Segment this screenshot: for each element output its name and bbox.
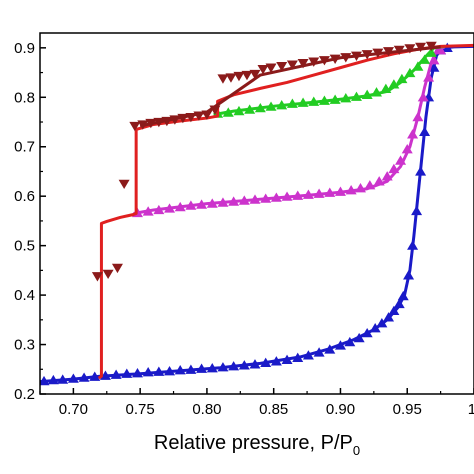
series-2-line: [213, 44, 445, 117]
x-axis-ticks: 0.70 0.75 0.80 0.85 0.90 0.95 1.: [39, 388, 474, 418]
y-tick-label: 0.6: [14, 188, 35, 205]
series-1: [131, 45, 447, 218]
x-tick-label: 0.90: [326, 401, 355, 418]
plot-frame: [39, 32, 474, 395]
data-point: [415, 42, 427, 53]
data-point: [233, 71, 245, 82]
data-point: [257, 64, 269, 75]
series-4-markers: [91, 41, 437, 282]
x-tick-label: 0.70: [59, 401, 88, 418]
data-point: [118, 179, 130, 190]
x-tick-label: 0.95: [393, 401, 422, 418]
data-point: [129, 121, 141, 132]
y-tick-label: 0.8: [14, 89, 35, 106]
series-4-line: [139, 45, 441, 128]
series-4: [91, 41, 441, 282]
x-axis-title-subscript: 0: [353, 443, 360, 458]
y-tick-label: 0.9: [14, 40, 35, 57]
y-tick-label: 0.2: [14, 386, 35, 403]
axes: [39, 32, 474, 395]
data-point: [225, 73, 237, 83]
series-1-line: [133, 45, 446, 215]
data-point: [286, 60, 298, 70]
x-axis-title: Relative pressure, P/P0: [154, 432, 360, 458]
x-axis-title-main: Relative pressure, P/P: [154, 432, 353, 454]
series-0-line: [40, 44, 474, 384]
series-2: [212, 44, 445, 118]
data-point: [276, 62, 288, 72]
data-point: [91, 272, 103, 282]
x-tick-label: 1.: [468, 401, 474, 418]
x-tick-label: 0.85: [259, 401, 288, 418]
data-point: [217, 74, 229, 84]
series-3: [97, 43, 474, 380]
y-axis-ticks: 0.2 0.3 0.4 0.5 0.6 0.7 0.8 0.9: [14, 40, 46, 403]
data-point: [111, 263, 123, 274]
y-tick-label: 0.5: [14, 238, 35, 255]
data-point: [401, 143, 413, 154]
data-point: [241, 70, 253, 81]
series-0: [40, 42, 474, 386]
x-tick-label: 0.75: [126, 401, 155, 418]
y-tick-label: 0.4: [14, 287, 35, 304]
data-point: [265, 63, 277, 73]
y-tick-label: 0.7: [14, 139, 35, 156]
data-point: [102, 269, 114, 280]
series-layer: [40, 41, 474, 386]
data-point: [396, 73, 408, 84]
series-1-markers: [131, 45, 447, 218]
data-point: [297, 59, 309, 69]
y-tick-label: 0.3: [14, 337, 35, 354]
data-point: [249, 69, 261, 80]
series-3-line: [97, 43, 474, 380]
x-tick-label: 0.80: [192, 401, 221, 418]
